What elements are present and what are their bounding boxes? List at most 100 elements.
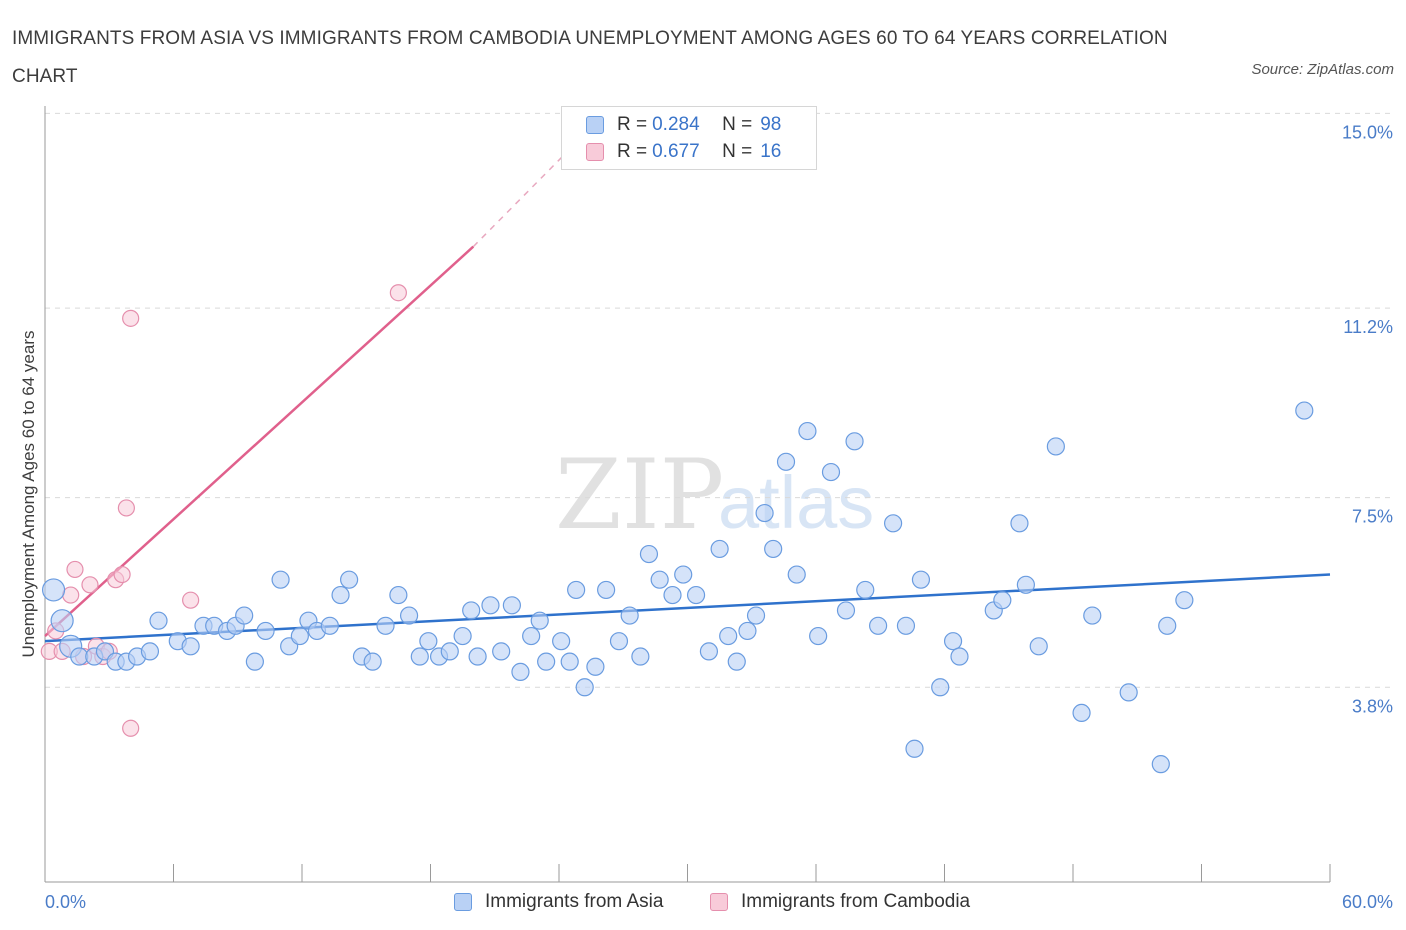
grid [45,112,1394,688]
points-cambodia [40,284,407,737]
point-asia [50,609,74,633]
points-asia [41,401,1314,774]
point-asia [481,596,500,615]
legend-r-label-cambodia: R = [617,141,648,162]
point-asia [1295,401,1314,420]
point-asia [575,678,594,697]
point-asia [686,585,706,605]
correlation-legend: R = 0.284 N = 98 R = 0.677 N = 16 [561,106,817,170]
point-asia [836,601,856,620]
y-tick-label: 11.2% [1343,317,1393,337]
point-asia [140,642,160,661]
point-cambodia [113,565,131,584]
point-asia [1175,591,1194,610]
point-asia [639,544,659,564]
point-asia [631,647,650,666]
point-asia [1151,755,1170,774]
bottom-legend-swatch-cambodia [710,893,728,911]
point-asia [399,606,419,625]
point-asia [746,606,766,625]
point-asia [389,585,408,605]
bottom-legend-label-asia: Immigrants from Asia [485,891,664,912]
bottom-legend-label-cambodia: Immigrants from Cambodia [741,891,971,912]
point-asia [410,647,429,666]
point-asia [719,626,738,646]
point-asia [620,606,639,625]
legend-swatch-asia [586,116,604,134]
point-asia [363,652,382,671]
watermark-atlas: atlas [718,461,874,544]
point-asia [530,611,549,630]
point-asia [650,570,669,589]
point-asia [511,662,530,682]
point-asia [453,626,472,646]
y-tick-label: 7.5% [1352,507,1393,527]
point-asia [609,632,629,651]
point-asia [856,580,875,600]
y-tick-label: 3.8% [1352,696,1393,716]
point-asia [331,585,350,605]
point-asia [755,503,774,523]
tick-labels: 3.8% 7.5% 11.2% 15.0% 0.0% 60.0% [45,122,1393,912]
legend-row-asia: R = 0.284 N = 98 [586,113,781,137]
point-asia [869,616,888,635]
point-asia [290,626,309,646]
point-asia [149,611,168,630]
point-asia [663,585,682,605]
x-tick-label: 60.0% [1342,892,1393,912]
point-asia [674,565,693,584]
trend-line-cambodia-extension [472,148,571,248]
point-asia [419,632,438,651]
x-tick-label: 0.0% [45,892,86,912]
point-asia [1046,437,1065,456]
point-asia [1083,606,1102,625]
point-asia [1016,575,1035,594]
bottom-legend-swatch-asia [454,893,472,911]
point-asia [764,539,783,559]
point-cambodia [122,719,140,737]
point-asia [798,421,817,441]
legend-n-label-asia: N = [722,114,753,135]
point-asia [787,565,806,584]
point-asia [462,601,481,620]
point-asia [537,652,556,671]
point-asia [502,596,521,615]
point-asia [271,570,290,589]
point-asia [560,652,579,671]
point-asia [911,570,931,589]
legend-n-value-asia: 98 [760,114,782,135]
point-asia [552,632,571,651]
axes [44,106,1331,883]
point-asia [1158,616,1177,635]
point-asia [1029,637,1048,656]
point-asia [320,616,339,635]
legend-r-value-cambodia: 0.677 [652,141,700,162]
point-asia [905,739,924,758]
point-asia [1119,683,1138,702]
point-asia [727,652,746,671]
point-asia [522,626,541,646]
point-asia [950,647,969,666]
point-asia [567,580,586,600]
point-asia [896,616,916,635]
point-asia [468,647,487,666]
point-asia [821,462,841,482]
point-asia [809,626,828,646]
point-asia [340,570,359,589]
watermark: ZIP atlas [555,439,874,551]
point-cambodia [122,309,140,327]
source-label: Source: ZipAtlas.com [1251,61,1394,78]
point-asia [235,606,254,625]
legend-row-cambodia: R = 0.677 N = 16 [586,140,781,164]
point-asia [256,621,275,641]
point-asia [931,678,950,697]
point-asia [376,616,395,635]
point-asia [586,657,605,676]
point-cambodia [66,560,84,579]
point-asia [883,514,903,533]
bottom-legend-cambodia: Immigrants from Cambodia [710,889,970,915]
point-cambodia [182,591,200,609]
chart-title: IMMIGRANTS FROM ASIA VS IMMIGRANTS FROM … [12,28,1168,87]
bottom-legend-asia: Immigrants from Asia [454,889,663,915]
point-cambodia [81,576,99,594]
